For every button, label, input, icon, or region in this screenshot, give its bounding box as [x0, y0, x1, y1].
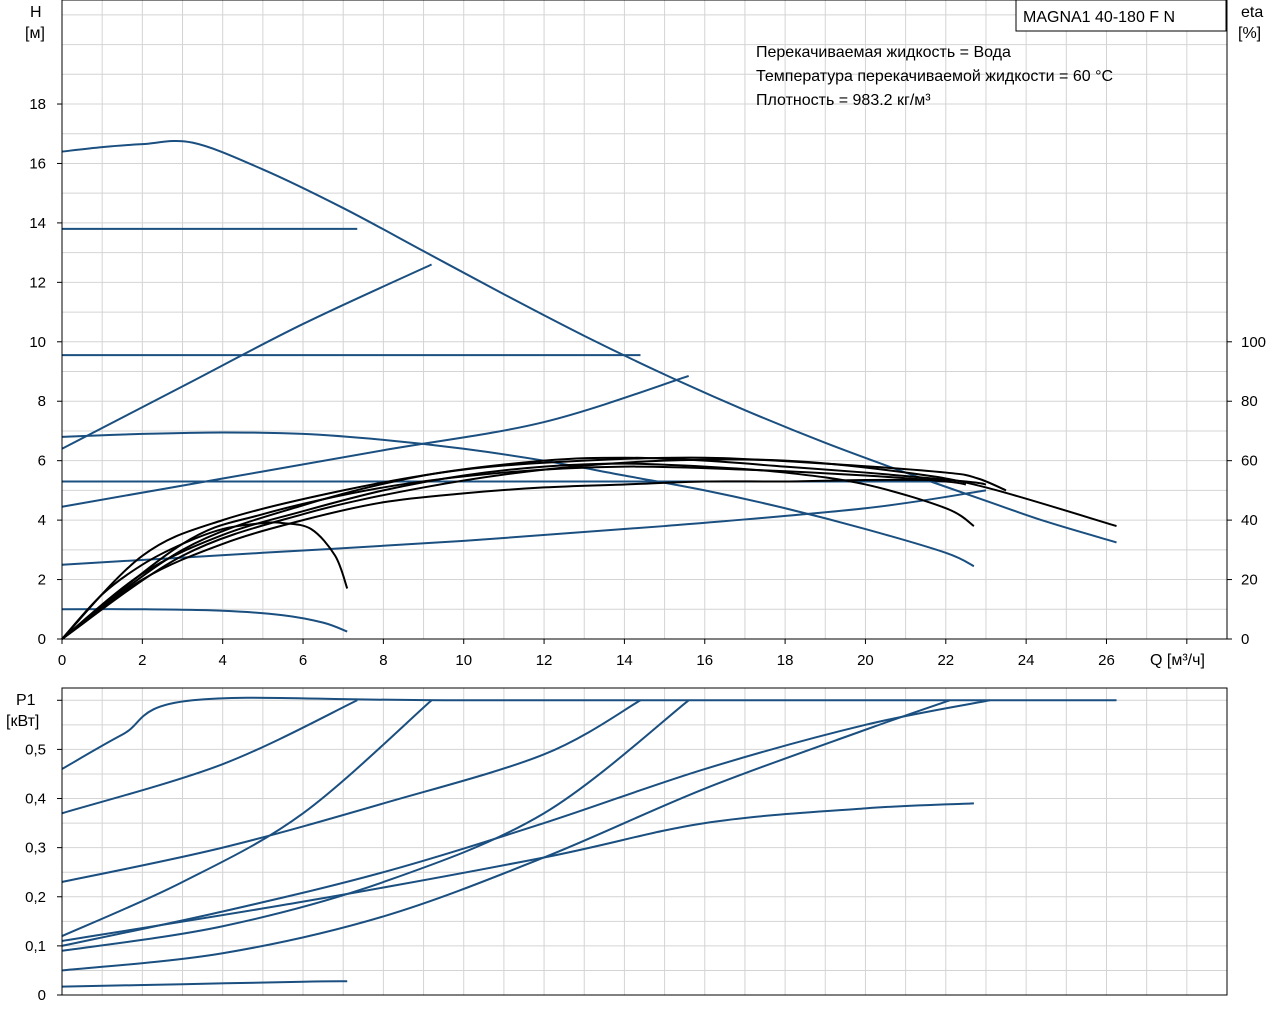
head-curve	[61, 431, 975, 568]
y2-tick-label: 60	[1241, 453, 1258, 470]
y2-tick-label: 20	[1241, 572, 1258, 589]
x-axis-label: Q [м³/ч]	[1150, 652, 1205, 669]
power-y-tick-label: 0,1	[25, 938, 46, 955]
power-series-group	[61, 696, 1117, 988]
power-curve	[61, 699, 951, 972]
power-axis-label-unit: [кВт]	[6, 713, 39, 730]
y-tick-label: 2	[38, 572, 46, 589]
power-curve	[61, 802, 974, 942]
power-axis-label-symbol: P1	[16, 692, 36, 709]
efficiency-curve	[61, 462, 975, 640]
y-tick-label: 8	[38, 393, 46, 410]
info-temperature: Температура перекачиваемой жидкости = 60…	[756, 68, 1113, 85]
y-tick-label: 6	[38, 453, 46, 470]
efficiency-curve	[61, 456, 1007, 640]
power-plot-area	[62, 688, 1227, 995]
y-tick-label: 14	[29, 215, 46, 232]
efficiency-curve	[61, 458, 1117, 640]
head-plot-frame	[61, 0, 1228, 640]
info-density: Плотность = 983.2 кг/м³	[756, 92, 931, 109]
head-curve	[61, 489, 987, 566]
power-y-tick-label: 0	[38, 987, 46, 1004]
power-curve	[61, 699, 358, 815]
x-tick-label: 12	[536, 652, 553, 669]
power-plot-frame	[61, 687, 1228, 996]
efficiency-curve	[61, 478, 950, 640]
x-tick-labels: 0 2 4 6 8 10 12 14 16 18 20 22 24 26	[58, 639, 1188, 669]
y-axis-label-unit: [м]	[25, 25, 45, 42]
model-label: MAGNA1 40-180 F N	[1023, 9, 1175, 26]
x-tick-label: 6	[299, 652, 307, 669]
head-series-group	[61, 140, 1117, 640]
x-tick-label: 18	[777, 652, 794, 669]
y-tick-label: 0	[38, 631, 46, 648]
efficiency-curve	[61, 456, 987, 640]
x-tick-label: 26	[1098, 652, 1115, 669]
power-curve	[61, 980, 348, 988]
info-liquid: Перекачиваемая жидкость = Вода	[756, 44, 1011, 61]
x-tick-label: 24	[1018, 652, 1035, 669]
y2-tick-label: 80	[1241, 393, 1258, 410]
y-tick-label: 10	[29, 334, 46, 351]
y-tick-label: 4	[38, 512, 46, 529]
x-tick-label: 10	[455, 652, 472, 669]
x-tick-label: 16	[696, 652, 713, 669]
efficiency-curve	[61, 465, 967, 640]
x-tick-label: 0	[58, 652, 66, 669]
y2-tick-label: 100	[1241, 334, 1266, 351]
power-curve	[61, 699, 690, 952]
y-tick-label: 16	[29, 155, 46, 172]
y2-axis-label-symbol: eta	[1241, 4, 1263, 21]
model-label-box	[1015, 0, 1227, 32]
head-panel: 0 2 4 6 8 10 12 14 16 18 20 22 24 26 024681012141618 …	[25, 0, 1266, 669]
x-tick-label: 4	[219, 652, 227, 669]
y2-tick-label: 0	[1241, 631, 1249, 648]
power-panel: 0 0,1 0,2 0,3 0,4 0,5 P1 [кВт]	[6, 687, 1228, 1004]
y2-tick-label: 40	[1241, 512, 1258, 529]
y-tick-labels: 0 2 4 6 8 10 12 14 16 18	[29, 96, 62, 648]
power-y-tick-label: 0,3	[25, 840, 46, 857]
head-plot-area	[62, 0, 1227, 639]
power-y-tick-label: 0,2	[25, 889, 46, 906]
power-curve	[61, 699, 641, 884]
power-curve	[61, 696, 1117, 770]
y2-axis-label-unit: [%]	[1238, 25, 1261, 42]
head-curve	[61, 608, 348, 633]
y-tick-label: 12	[29, 274, 46, 291]
x-tick-label: 22	[937, 652, 954, 669]
y2-tick-labels: 0 20 40 60 80 100	[1227, 334, 1266, 648]
power-curve	[61, 699, 991, 947]
power-y-tick-label: 0,5	[25, 741, 46, 758]
efficiency-curve	[61, 521, 349, 640]
head-curve	[61, 375, 689, 508]
power-y-tick-labels: 0 0,1 0,2 0,3 0,4 0,5	[25, 699, 62, 1004]
head-curve	[61, 140, 1117, 544]
y-axis-label-symbol: H	[30, 4, 42, 21]
power-y-tick-label: 0,4	[25, 791, 46, 808]
x-tick-label: 2	[138, 652, 146, 669]
y-tick-label: 18	[29, 96, 46, 113]
head-grid	[62, 0, 1227, 639]
x-tick-label: 14	[616, 652, 633, 669]
x-tick-label: 20	[857, 652, 874, 669]
power-curve	[61, 699, 433, 937]
x-tick-label: 8	[379, 652, 387, 669]
